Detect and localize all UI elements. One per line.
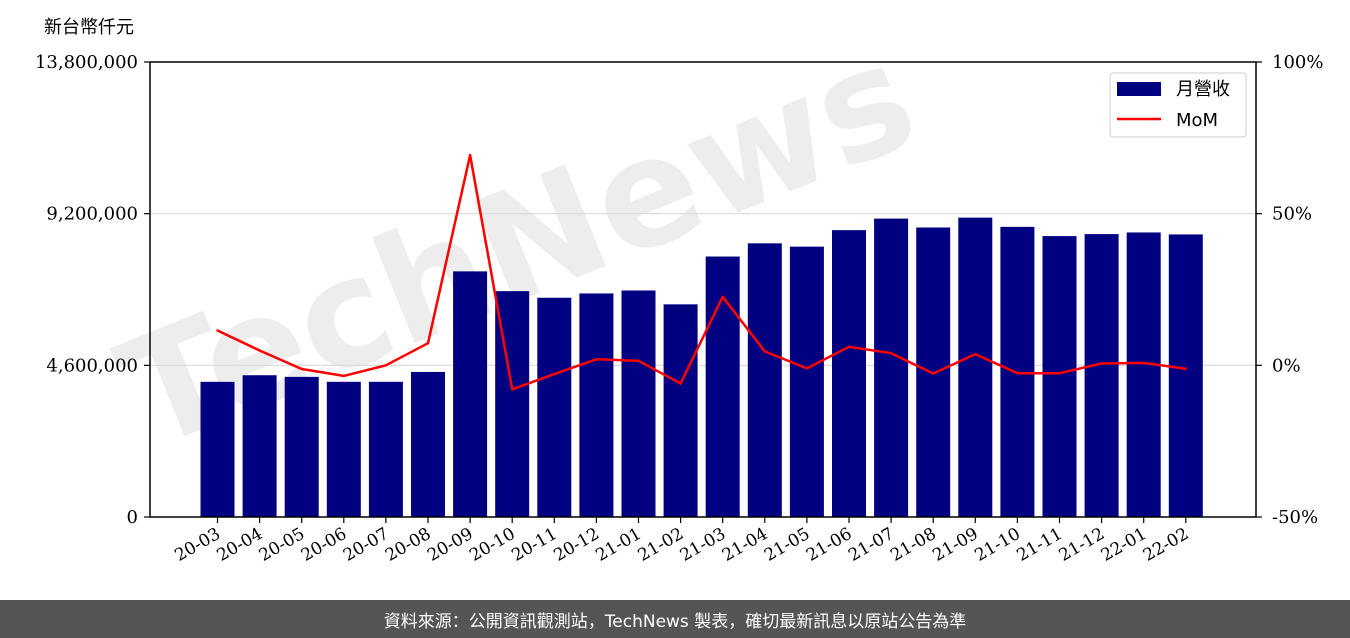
bar-20-08 — [411, 371, 445, 517]
mom-point-20-07 — [384, 364, 388, 367]
mom-point-20-12 — [595, 358, 598, 361]
bar-21-07 — [874, 218, 909, 518]
x-tick-label-21-03: 21-03 — [677, 524, 729, 566]
legend-line-label: MoM — [1176, 110, 1218, 131]
bar-20-11 — [537, 297, 572, 517]
bar-21-04 — [747, 243, 782, 517]
x-tick-label-20-10: 20-10 — [466, 524, 518, 566]
bar-series — [200, 217, 1203, 518]
mom-point-21-01 — [637, 359, 640, 362]
mom-point-21-08 — [932, 372, 935, 375]
line-series — [216, 153, 1188, 391]
x-tick-label-20-09: 20-09 — [424, 524, 476, 566]
bar-22-01 — [1126, 232, 1161, 517]
mom-point-20-04 — [258, 349, 261, 352]
legend-bar-swatch — [1117, 82, 1161, 96]
bar-22-02 — [1168, 234, 1203, 517]
bar-20-12 — [579, 293, 614, 517]
mom-point-20-08 — [426, 341, 430, 345]
bar-21-03 — [705, 256, 740, 517]
bar-21-11 — [1042, 236, 1077, 517]
mom-point-21-05 — [805, 367, 809, 370]
x-tick-label-22-02: 22-02 — [1140, 524, 1192, 566]
x-tick-label-21-10: 21-10 — [971, 524, 1023, 566]
x-tick-label-20-08: 20-08 — [382, 524, 434, 566]
legend: 月營收 MoM — [1109, 72, 1247, 138]
mom-line — [216, 153, 1186, 391]
bar-20-07 — [368, 381, 403, 517]
mom-point-21-09 — [974, 352, 977, 356]
x-tick-label-21-09: 21-09 — [929, 524, 981, 566]
x-tick-label-20-06: 20-06 — [298, 524, 350, 566]
x-tick-label-21-05: 21-05 — [761, 524, 813, 566]
mom-point-21-03 — [721, 295, 724, 298]
x-tick-label-20-03: 20-03 — [172, 524, 224, 566]
x-tick-label-21-02: 21-02 — [635, 524, 687, 566]
y-right-tick-label-1: 0% — [1272, 355, 1301, 376]
mom-point-21-12 — [1100, 362, 1103, 365]
x-tick-label-20-12: 20-12 — [550, 524, 602, 566]
mom-point-21-06 — [847, 345, 851, 349]
mom-point-21-10 — [1016, 372, 1019, 375]
x-tick-label-22-01: 22-01 — [1098, 524, 1150, 566]
bar-21-01 — [621, 290, 656, 517]
y-left-tick-label-3: 13,800,000 — [35, 52, 138, 73]
y-unit-label: 新台幣仟元 — [44, 17, 134, 38]
mom-point-21-11 — [1058, 372, 1061, 375]
x-tick-label-21-01: 21-01 — [593, 524, 645, 566]
mom-point-21-02 — [679, 382, 682, 385]
mom-point-22-01 — [1142, 361, 1145, 365]
y-left-tick-label-0: 0 — [127, 507, 138, 528]
mom-point-20-06 — [342, 374, 345, 378]
bar-21-09 — [958, 217, 993, 518]
x-tick-label-21-12: 21-12 — [1056, 524, 1108, 566]
source-text: 資料來源：公開資訊觀測站，TechNews 製表，確切最新訊息以原站公告為準 — [383, 611, 967, 632]
x-tick-label-21-11: 21-11 — [1014, 524, 1066, 566]
mom-point-20-03 — [216, 329, 219, 332]
y-right-tick-label-0: -50% — [1272, 507, 1318, 528]
x-tick-label-20-11: 20-11 — [508, 524, 560, 566]
x-tick-label-21-08: 21-08 — [887, 524, 939, 566]
mom-point-20-05 — [300, 367, 303, 371]
bar-21-12 — [1084, 234, 1119, 517]
x-tick-label-21-04: 21-04 — [719, 524, 771, 566]
x-tick-label-20-04: 20-04 — [214, 524, 266, 566]
bar-20-05 — [284, 376, 319, 517]
x-tick-label-21-07: 21-07 — [845, 524, 897, 566]
y-right-tick-label-3: 100% — [1272, 52, 1323, 73]
mom-point-22-02 — [1184, 367, 1188, 370]
mom-point-21-07 — [889, 352, 893, 355]
mom-point-20-09 — [468, 153, 472, 157]
x-tick-label-20-07: 20-07 — [340, 524, 392, 566]
plot-frame — [149, 61, 1257, 518]
bar-20-04 — [242, 375, 277, 517]
y-right-tick-label-2: 50% — [1272, 204, 1312, 225]
x-tick-label-20-05: 20-05 — [256, 524, 308, 566]
mom-point-20-10 — [511, 388, 514, 391]
mom-point-21-04 — [763, 350, 766, 353]
bar-20-06 — [326, 381, 361, 517]
revenue-chart: TechNews 04,600,0009,200,00013,800,000-5… — [35, 9, 1324, 566]
mom-point-20-11 — [553, 372, 556, 376]
y-left-tick-label-2: 9,200,000 — [46, 204, 138, 225]
bar-21-02 — [663, 304, 698, 517]
x-tick-label-21-06: 21-06 — [803, 524, 855, 566]
bar-20-09 — [453, 271, 488, 517]
y-left-tick-label-1: 4,600,000 — [46, 355, 138, 376]
bar-21-05 — [789, 246, 824, 517]
bar-21-06 — [832, 230, 866, 518]
bar-20-03 — [200, 381, 235, 517]
source-footer: 資料來源：公開資訊觀測站，TechNews 製表，確切最新訊息以原站公告為準 — [0, 600, 1350, 638]
legend-bar-label: 月營收 — [1176, 79, 1230, 100]
